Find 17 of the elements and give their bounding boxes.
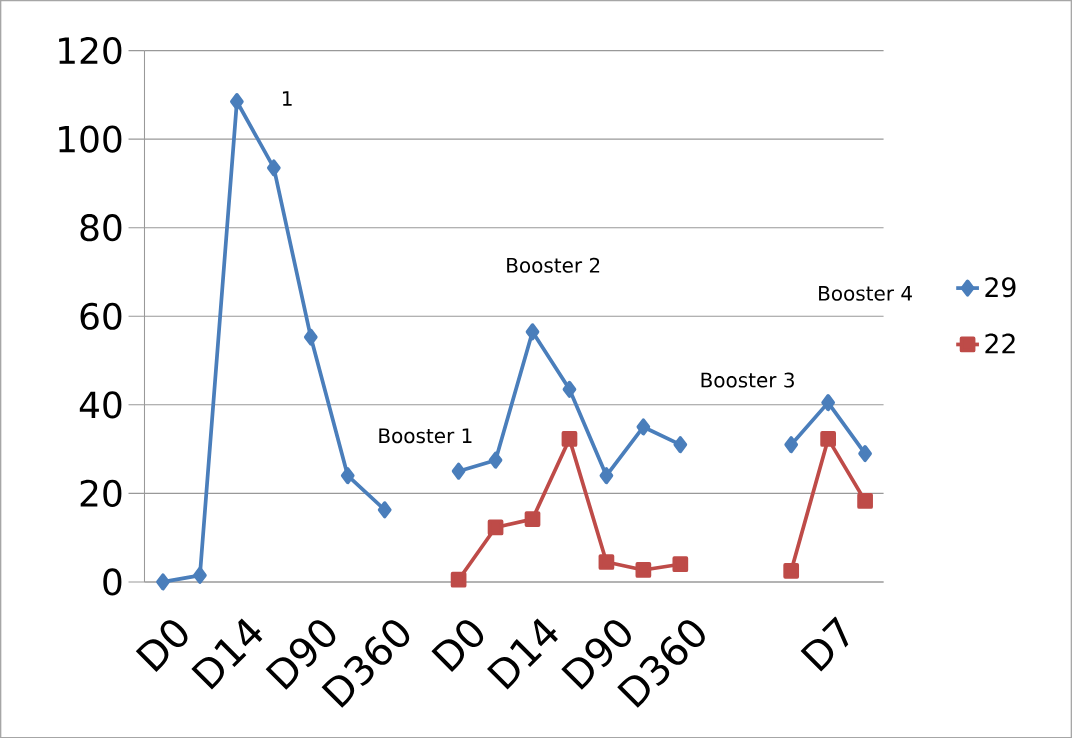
y-tick-label: 20 (80, 479, 122, 507)
y-tick-label: 60 (80, 302, 122, 330)
annotation: Booster 2 (507, 257, 600, 273)
annotation: Booster 1 (379, 428, 472, 444)
y-tick-label: 80 (80, 213, 122, 242)
annotation: 1 (282, 90, 292, 106)
y-tick-label: 0 (103, 568, 122, 596)
y-tick-label: 100 (59, 125, 122, 153)
x-tick-label: D0 (135, 620, 188, 672)
legend-label: 22 (985, 333, 1015, 354)
legend-label: 29 (985, 277, 1016, 298)
y-tick-label: 120 (59, 36, 122, 64)
annotation: Booster 4 (819, 285, 912, 301)
y-tick-label: 40 (79, 391, 122, 419)
x-tick-label: D0 (431, 620, 484, 672)
x-tick-label: D7 (800, 616, 849, 672)
annotation: Booster 3 (701, 372, 794, 388)
